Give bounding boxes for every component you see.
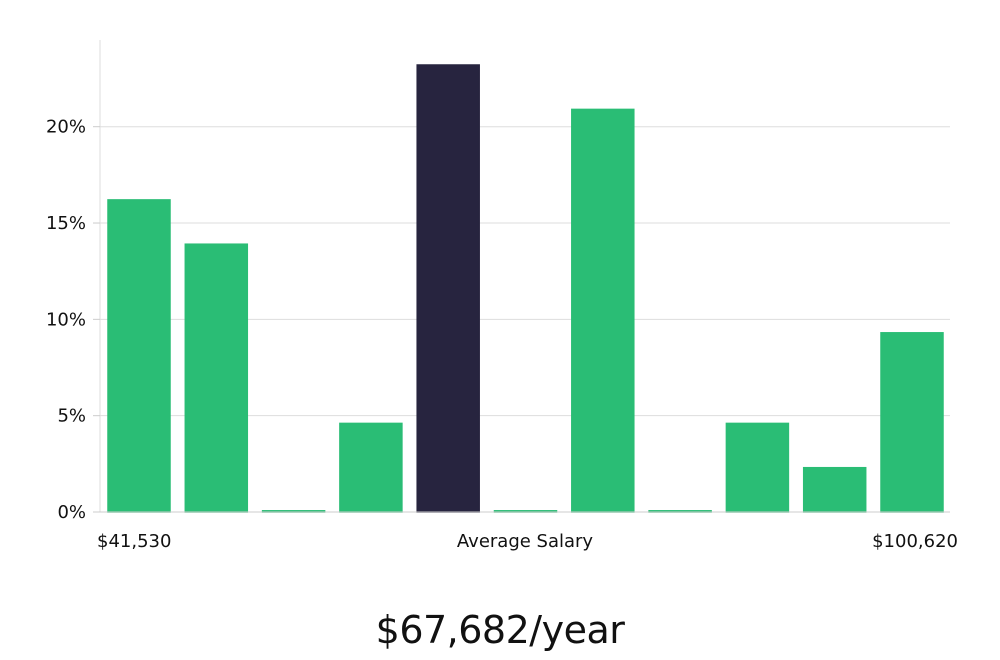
histogram-bar [339, 422, 403, 513]
y-tick-label: 5% [57, 406, 86, 427]
y-tick-label: 20% [46, 117, 86, 138]
axes [93, 40, 950, 513]
histogram-bar [880, 332, 944, 513]
x-max-label: $100,620 [872, 531, 958, 552]
histogram-bar-highlighted [416, 64, 480, 513]
y-tick-label: 0% [57, 502, 86, 523]
y-tick-label: 15% [46, 213, 86, 234]
x-center-label: Average Salary [457, 531, 594, 552]
y-tick-labels: 0% 5% 10% 15% 20% [46, 117, 100, 523]
histogram-bar [107, 199, 171, 513]
y-tick-label: 10% [46, 309, 86, 330]
x-min-label: $41,530 [97, 531, 171, 552]
average-salary-value: $67,682/year [375, 608, 625, 652]
histogram-bar [802, 466, 867, 513]
histogram-bar [571, 108, 635, 513]
bars [107, 64, 944, 513]
histogram-bar [725, 422, 790, 513]
histogram-bar [184, 243, 249, 513]
